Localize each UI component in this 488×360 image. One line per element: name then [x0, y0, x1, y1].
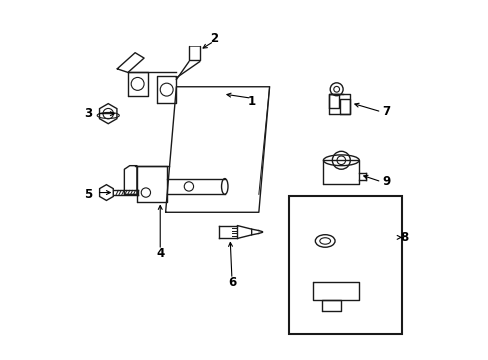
- Text: 3: 3: [84, 107, 92, 120]
- Text: 6: 6: [227, 276, 236, 289]
- Text: 7: 7: [381, 105, 389, 118]
- Text: 8: 8: [399, 231, 407, 244]
- Text: 9: 9: [381, 175, 389, 188]
- Bar: [289, 196, 402, 334]
- Text: 4: 4: [156, 247, 164, 260]
- Text: 2: 2: [209, 32, 218, 45]
- Text: 5: 5: [84, 188, 92, 201]
- Text: 1: 1: [247, 95, 255, 108]
